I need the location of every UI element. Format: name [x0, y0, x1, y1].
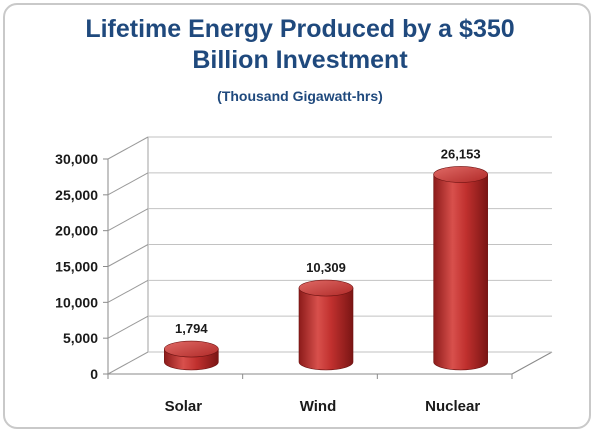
bar-nuclear: 26,153: [433, 146, 488, 371]
category-label: Solar: [165, 398, 203, 415]
gridline-diagonal: [107, 208, 149, 232]
category-label: Nuclear: [425, 398, 480, 415]
gridline-diagonal: [107, 351, 149, 375]
bar-solar: 1,794: [164, 321, 219, 371]
chart-title-line-1: Lifetime Energy Produced by a $350: [85, 15, 515, 43]
bar-top: [433, 166, 488, 183]
bar-top: [298, 279, 354, 297]
bar-wind: 10,309: [298, 260, 354, 371]
data-label: 1,794: [175, 321, 208, 336]
gridline-diagonal: [107, 172, 149, 196]
gridline-diagonal: [107, 279, 149, 303]
chart-title: Lifetime Energy Produced by a $350 Billi…: [0, 14, 600, 76]
bar-top: [164, 340, 219, 358]
chart-title-line-2: Billion Investment: [192, 46, 408, 74]
y-tick-label: 25,000: [55, 187, 98, 203]
gridline-diagonal: [107, 244, 149, 267]
chart-frame: [3, 3, 591, 429]
chart-subtitle: (Thousand Gigawatt-hrs): [217, 88, 383, 104]
y-axis-ticks: 0 5,000 10,000 15,000 20,000 25,000 30,000: [55, 151, 98, 382]
y-tick-label: 30,000: [55, 151, 98, 167]
gridline-diagonal: [107, 136, 149, 160]
data-label: 26,153: [441, 146, 481, 161]
y-tick-label: 20,000: [55, 223, 98, 239]
x-axis-categories: Solar Wind Nuclear: [165, 398, 481, 415]
bars: 1,794 10,309 26,153: [164, 146, 488, 371]
bar-body: [433, 174, 488, 371]
floor-right-edge: [511, 351, 553, 375]
bar-body: [298, 287, 354, 371]
y-tick-label: 15,000: [55, 259, 98, 275]
gridline-diagonal: [107, 315, 149, 339]
y-tick-label: 10,000: [55, 294, 98, 310]
data-label: 10,309: [306, 260, 346, 275]
category-label: Wind: [300, 398, 337, 415]
y-tick-label: 0: [90, 366, 98, 382]
y-tick-label: 5,000: [63, 330, 98, 346]
